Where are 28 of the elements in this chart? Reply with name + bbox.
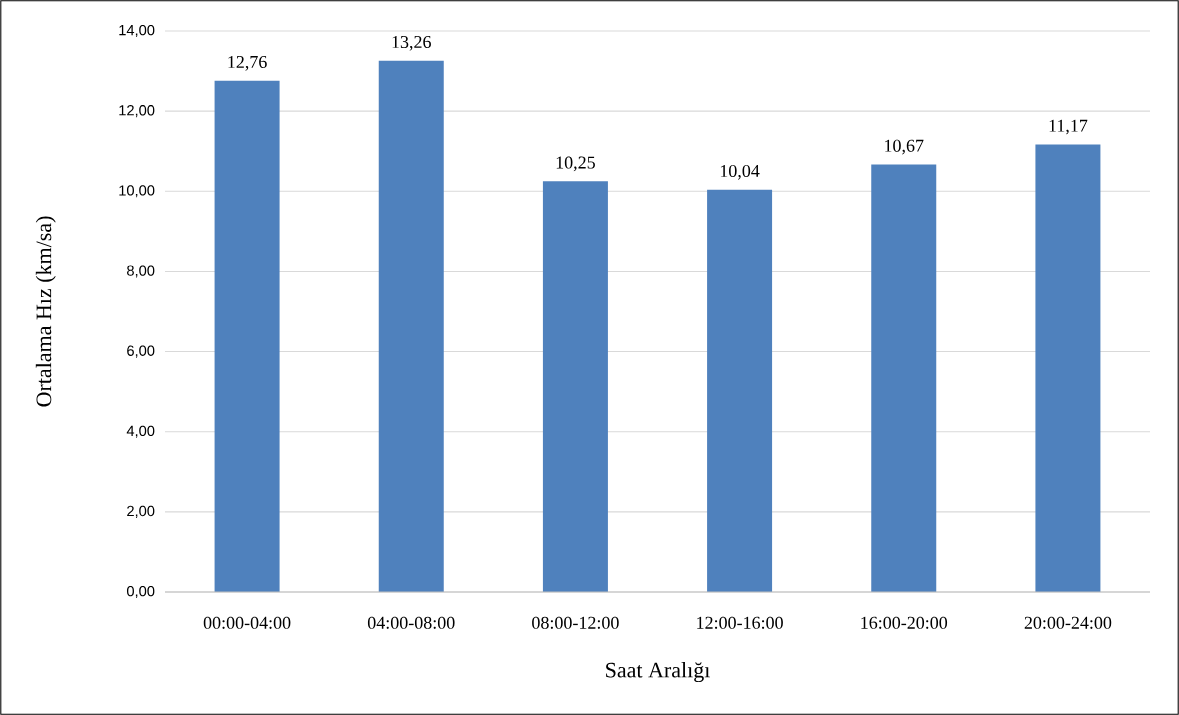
- data-label: 12,76: [228, 55, 267, 71]
- x-tick-label: 16:00-20:00: [861, 616, 948, 629]
- bar: [871, 164, 937, 592]
- bar: [214, 80, 280, 592]
- y-tick-label: 14,00: [119, 24, 155, 38]
- data-label: 13,26: [392, 35, 431, 51]
- data-label: 10,04: [720, 164, 760, 180]
- x-tick-label: 08:00-12:00: [532, 616, 619, 629]
- y-tick-label: 0,00: [126, 585, 155, 599]
- y-axis-title: Ortalama Hız (km/sa): [35, 216, 56, 407]
- y-tick-label: 10,00: [119, 185, 155, 198]
- x-tick-label: 12:00-16:00: [697, 616, 783, 629]
- bar: [1035, 144, 1101, 592]
- bar: [378, 60, 444, 592]
- y-tick-label: 8,00: [127, 265, 155, 278]
- data-label: 11,17: [1049, 119, 1088, 135]
- x-axis-title: Saat Aralığı: [606, 662, 710, 683]
- y-tick-label: 2,00: [127, 505, 155, 518]
- bar: [542, 181, 608, 592]
- data-label: 10,67: [885, 139, 924, 155]
- data-label: 10,25: [556, 156, 595, 172]
- y-tick-label: 4,00: [126, 425, 155, 438]
- y-tick-label: 6,00: [127, 345, 155, 358]
- bar: [707, 189, 773, 592]
- x-tick-label: 20:00-24:00: [1024, 616, 1112, 629]
- x-tick-label: 00:00-04:00: [203, 616, 291, 629]
- x-tick-label: 04:00-08:00: [367, 616, 455, 629]
- y-tick-label: 12,00: [119, 105, 155, 118]
